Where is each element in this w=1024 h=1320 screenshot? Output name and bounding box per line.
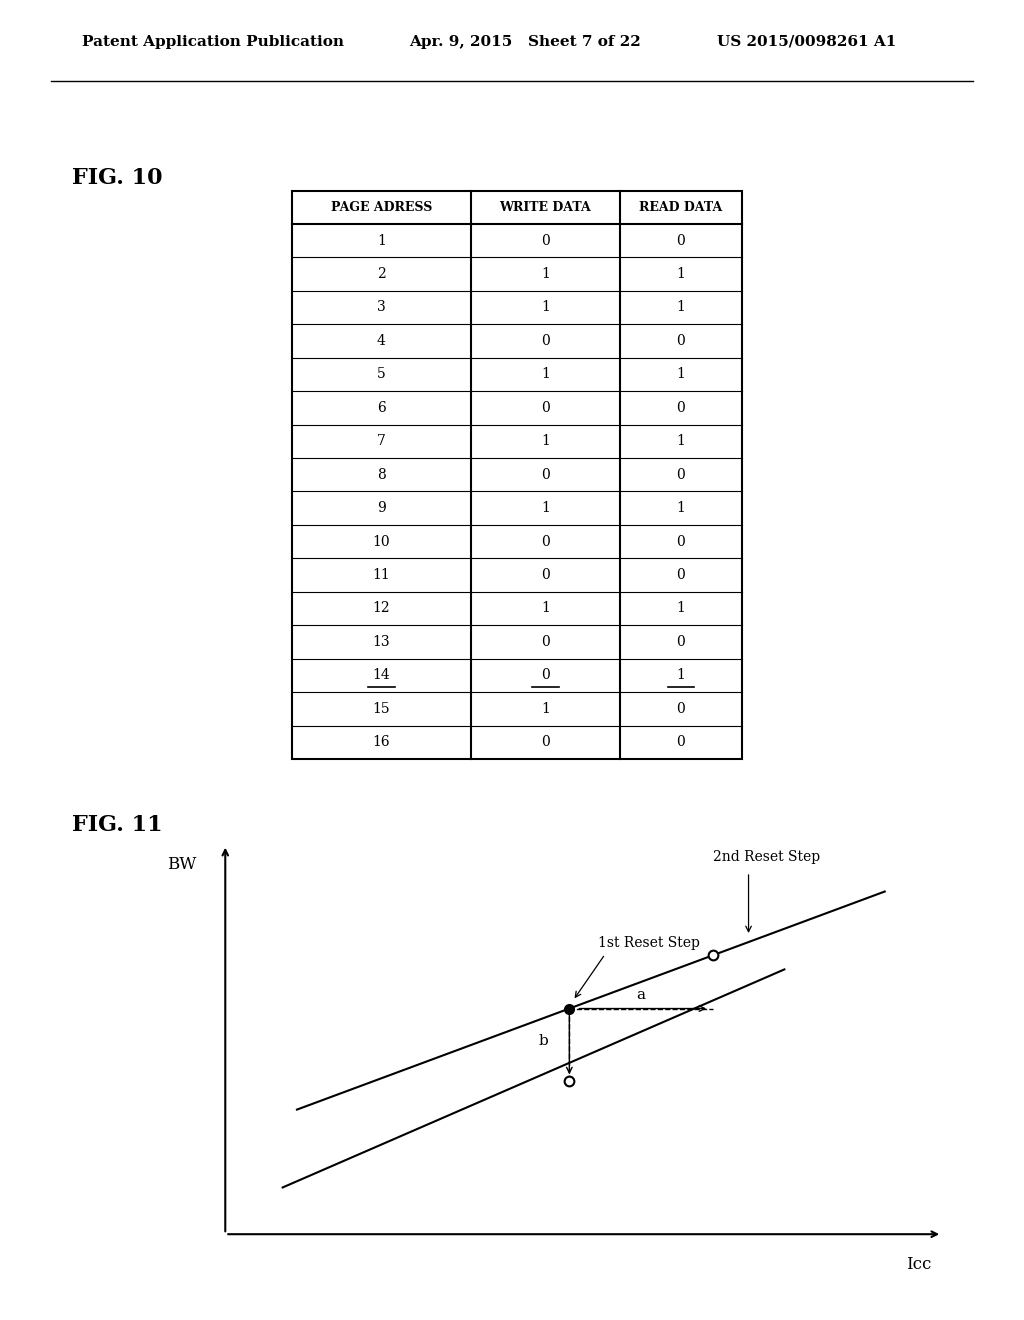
Text: 16: 16 bbox=[373, 735, 390, 750]
Text: 10: 10 bbox=[373, 535, 390, 549]
Text: 0: 0 bbox=[541, 334, 550, 348]
Text: Apr. 9, 2015   Sheet 7 of 22: Apr. 9, 2015 Sheet 7 of 22 bbox=[410, 34, 641, 49]
Text: 0: 0 bbox=[677, 467, 685, 482]
Text: 5: 5 bbox=[377, 367, 386, 381]
Text: 0: 0 bbox=[541, 568, 550, 582]
Text: READ DATA: READ DATA bbox=[639, 201, 723, 214]
Text: 1: 1 bbox=[677, 502, 685, 515]
Text: PAGE ADRESS: PAGE ADRESS bbox=[331, 201, 432, 214]
Text: 0: 0 bbox=[677, 401, 685, 414]
Text: 9: 9 bbox=[377, 502, 386, 515]
Text: 1: 1 bbox=[677, 267, 685, 281]
Text: 1: 1 bbox=[677, 602, 685, 615]
Text: 0: 0 bbox=[541, 467, 550, 482]
Text: 2nd Reset Step: 2nd Reset Step bbox=[713, 850, 820, 865]
Text: 0: 0 bbox=[541, 401, 550, 414]
Text: 0: 0 bbox=[677, 535, 685, 549]
Text: 0: 0 bbox=[541, 668, 550, 682]
Text: 1: 1 bbox=[541, 502, 550, 515]
Text: b: b bbox=[538, 1034, 548, 1048]
Text: 0: 0 bbox=[541, 635, 550, 649]
Text: 1st Reset Step: 1st Reset Step bbox=[598, 936, 699, 950]
Text: 12: 12 bbox=[373, 602, 390, 615]
Text: 1: 1 bbox=[677, 301, 685, 314]
Text: Icc: Icc bbox=[906, 1255, 931, 1272]
Text: 0: 0 bbox=[677, 735, 685, 750]
Text: 1: 1 bbox=[541, 301, 550, 314]
Text: 13: 13 bbox=[373, 635, 390, 649]
Text: BW: BW bbox=[167, 857, 197, 874]
Text: 3: 3 bbox=[377, 301, 386, 314]
Text: 1: 1 bbox=[541, 702, 550, 715]
Text: a: a bbox=[637, 987, 645, 1002]
Text: 14: 14 bbox=[373, 668, 390, 682]
Text: 6: 6 bbox=[377, 401, 386, 414]
Text: Patent Application Publication: Patent Application Publication bbox=[82, 34, 344, 49]
Text: 1: 1 bbox=[541, 367, 550, 381]
Text: 0: 0 bbox=[677, 234, 685, 248]
Text: 11: 11 bbox=[373, 568, 390, 582]
Text: FIG. 11: FIG. 11 bbox=[72, 814, 163, 836]
Text: 1: 1 bbox=[541, 434, 550, 449]
Text: 7: 7 bbox=[377, 434, 386, 449]
Text: 1: 1 bbox=[377, 234, 386, 248]
Text: 0: 0 bbox=[677, 702, 685, 715]
Text: FIG. 10: FIG. 10 bbox=[72, 168, 162, 189]
Text: 0: 0 bbox=[677, 334, 685, 348]
Text: 8: 8 bbox=[377, 467, 386, 482]
Text: US 2015/0098261 A1: US 2015/0098261 A1 bbox=[717, 34, 896, 49]
Text: 0: 0 bbox=[541, 735, 550, 750]
Text: 0: 0 bbox=[677, 635, 685, 649]
Text: 1: 1 bbox=[541, 602, 550, 615]
Text: 0: 0 bbox=[541, 535, 550, 549]
Text: 1: 1 bbox=[541, 267, 550, 281]
Text: 0: 0 bbox=[541, 234, 550, 248]
Text: 1: 1 bbox=[677, 367, 685, 381]
Text: 15: 15 bbox=[373, 702, 390, 715]
Text: 1: 1 bbox=[677, 434, 685, 449]
Text: 1: 1 bbox=[677, 668, 685, 682]
Text: 0: 0 bbox=[677, 568, 685, 582]
Text: 4: 4 bbox=[377, 334, 386, 348]
Bar bbox=[292, 191, 742, 759]
Text: WRITE DATA: WRITE DATA bbox=[500, 201, 591, 214]
Text: 2: 2 bbox=[377, 267, 386, 281]
